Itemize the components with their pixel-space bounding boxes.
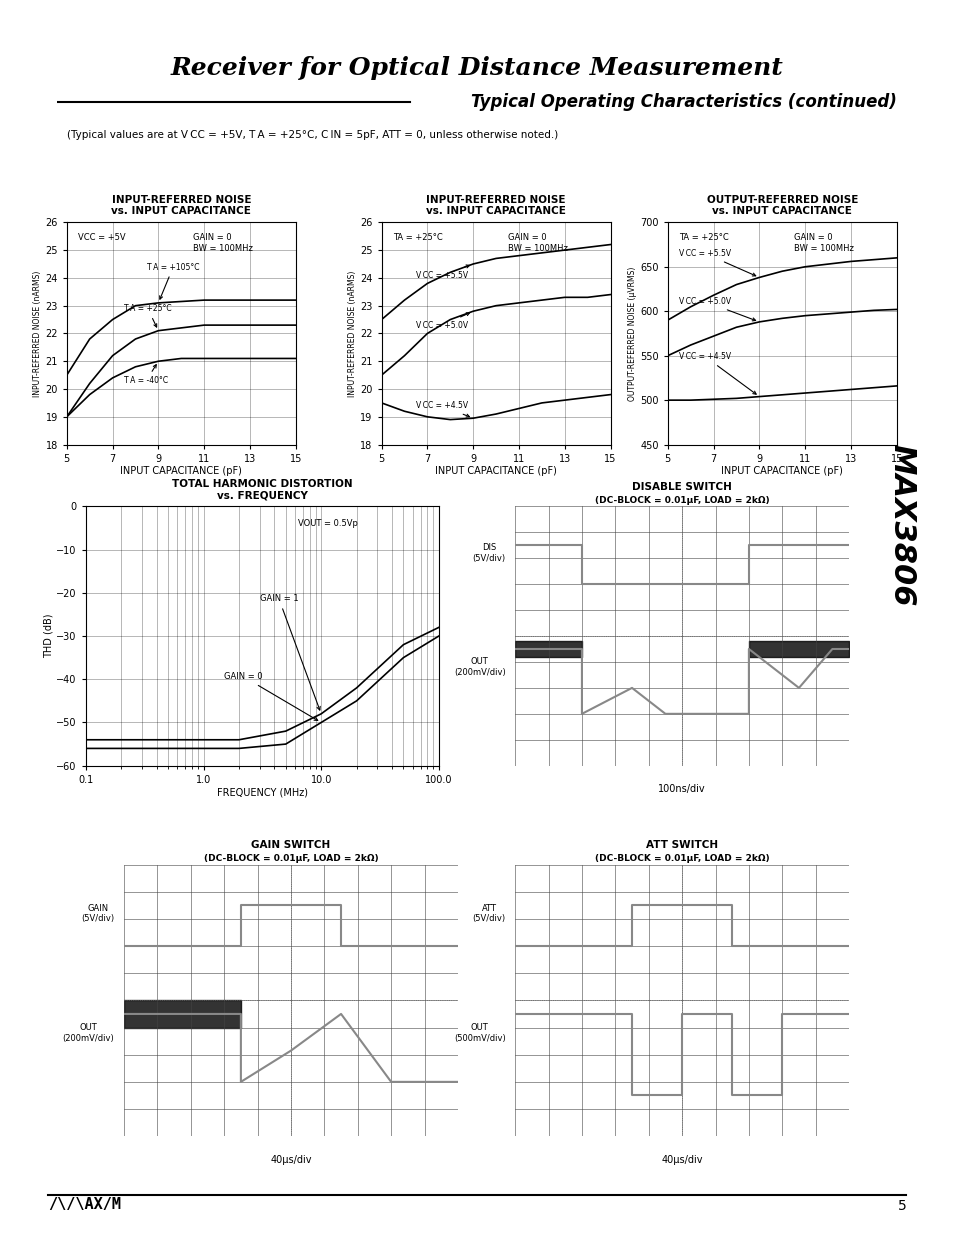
Text: GAIN
(5V/div): GAIN (5V/div): [81, 904, 114, 923]
Y-axis label: INPUT-REFERRED NOISE (nARMS): INPUT-REFERRED NOISE (nARMS): [33, 270, 43, 396]
Text: T A = +105°C: T A = +105°C: [147, 263, 199, 299]
Text: 40μs/div: 40μs/div: [270, 1155, 312, 1165]
Text: GAIN = 0: GAIN = 0: [224, 672, 317, 720]
Text: /\/\AX/M: /\/\AX/M: [48, 1197, 121, 1212]
Text: GAIN = 0
BW = 100MHz: GAIN = 0 BW = 100MHz: [507, 233, 567, 253]
Text: (DC-BLOCK = 0.01μF, LOAD = 2kΩ): (DC-BLOCK = 0.01μF, LOAD = 2kΩ): [594, 855, 769, 863]
Text: GAIN = 0
BW = 100MHz: GAIN = 0 BW = 100MHz: [193, 233, 253, 253]
Text: VOUT = 0.5Vp: VOUT = 0.5Vp: [297, 519, 357, 529]
Text: GAIN = 1: GAIN = 1: [259, 594, 320, 710]
Text: 40μs/div: 40μs/div: [660, 1155, 702, 1165]
Text: VCC = +5V: VCC = +5V: [78, 233, 126, 242]
Text: 100ns/div: 100ns/div: [658, 784, 705, 794]
Text: (DC-BLOCK = 0.01μF, LOAD = 2kΩ): (DC-BLOCK = 0.01μF, LOAD = 2kΩ): [594, 496, 769, 505]
Text: T A = -40°C: T A = -40°C: [124, 364, 168, 385]
Text: OUT
(500mV/div): OUT (500mV/div): [454, 1024, 505, 1042]
Text: GAIN SWITCH: GAIN SWITCH: [251, 840, 331, 850]
Y-axis label: INPUT-REFERRED NOISE (nARMS): INPUT-REFERRED NOISE (nARMS): [348, 270, 357, 396]
X-axis label: INPUT CAPACITANCE (pF): INPUT CAPACITANCE (pF): [435, 467, 557, 477]
Text: V CC = +5.5V: V CC = +5.5V: [679, 249, 755, 275]
Text: OUT
(200mV/div): OUT (200mV/div): [63, 1024, 114, 1042]
Text: V CC = +4.5V: V CC = +4.5V: [416, 401, 469, 417]
Text: V CC = +4.5V: V CC = +4.5V: [679, 352, 756, 394]
Text: ATT SWITCH: ATT SWITCH: [645, 840, 718, 850]
Text: Typical Operating Characteristics (continued): Typical Operating Characteristics (conti…: [471, 93, 896, 111]
Text: OUTPUT-REFERRED NOISE
vs. INPUT CAPACITANCE: OUTPUT-REFERRED NOISE vs. INPUT CAPACITA…: [706, 195, 857, 216]
Text: (DC-BLOCK = 0.01μF, LOAD = 2kΩ): (DC-BLOCK = 0.01μF, LOAD = 2kΩ): [203, 855, 378, 863]
Text: TA = +25°C: TA = +25°C: [393, 233, 442, 242]
Y-axis label: THD (dB): THD (dB): [44, 614, 53, 658]
Text: Receiver for Optical Distance Measurement: Receiver for Optical Distance Measuremen…: [171, 56, 782, 79]
Text: INPUT-REFERRED NOISE
vs. INPUT CAPACITANCE: INPUT-REFERRED NOISE vs. INPUT CAPACITAN…: [426, 195, 565, 216]
X-axis label: FREQUENCY (MHz): FREQUENCY (MHz): [216, 788, 308, 798]
X-axis label: INPUT CAPACITANCE (pF): INPUT CAPACITANCE (pF): [120, 467, 242, 477]
Text: 5: 5: [897, 1199, 905, 1213]
Text: DISABLE SWITCH: DISABLE SWITCH: [632, 482, 731, 492]
Text: T A = +25°C: T A = +25°C: [124, 304, 172, 327]
Text: (Typical values are at V CC = +5V, T A = +25°C, C IN = 5pF, ATT = 0, unless othe: (Typical values are at V CC = +5V, T A =…: [67, 130, 558, 140]
Text: V CC = +5.5V: V CC = +5.5V: [416, 266, 469, 280]
Text: OUT
(200mV/div): OUT (200mV/div): [454, 657, 505, 677]
Text: GAIN = 0
BW = 100MHz: GAIN = 0 BW = 100MHz: [793, 233, 853, 253]
Text: TA = +25°C: TA = +25°C: [679, 233, 728, 242]
Y-axis label: OUTPUT-REFERRED NOISE (µVRMS): OUTPUT-REFERRED NOISE (µVRMS): [628, 267, 637, 400]
Text: INPUT-REFERRED NOISE
vs. INPUT CAPACITANCE: INPUT-REFERRED NOISE vs. INPUT CAPACITAN…: [112, 195, 251, 216]
Text: DIS
(5V/div): DIS (5V/div): [472, 543, 505, 563]
Text: V CC = +5.0V: V CC = +5.0V: [416, 312, 469, 330]
Text: ATT
(5V/div): ATT (5V/div): [472, 904, 505, 923]
Text: V CC = +5.0V: V CC = +5.0V: [679, 298, 755, 321]
Text: TOTAL HARMONIC DISTORTION
vs. FREQUENCY: TOTAL HARMONIC DISTORTION vs. FREQUENCY: [172, 479, 353, 500]
X-axis label: INPUT CAPACITANCE (pF): INPUT CAPACITANCE (pF): [720, 467, 842, 477]
Text: MAX3806: MAX3806: [886, 443, 915, 606]
